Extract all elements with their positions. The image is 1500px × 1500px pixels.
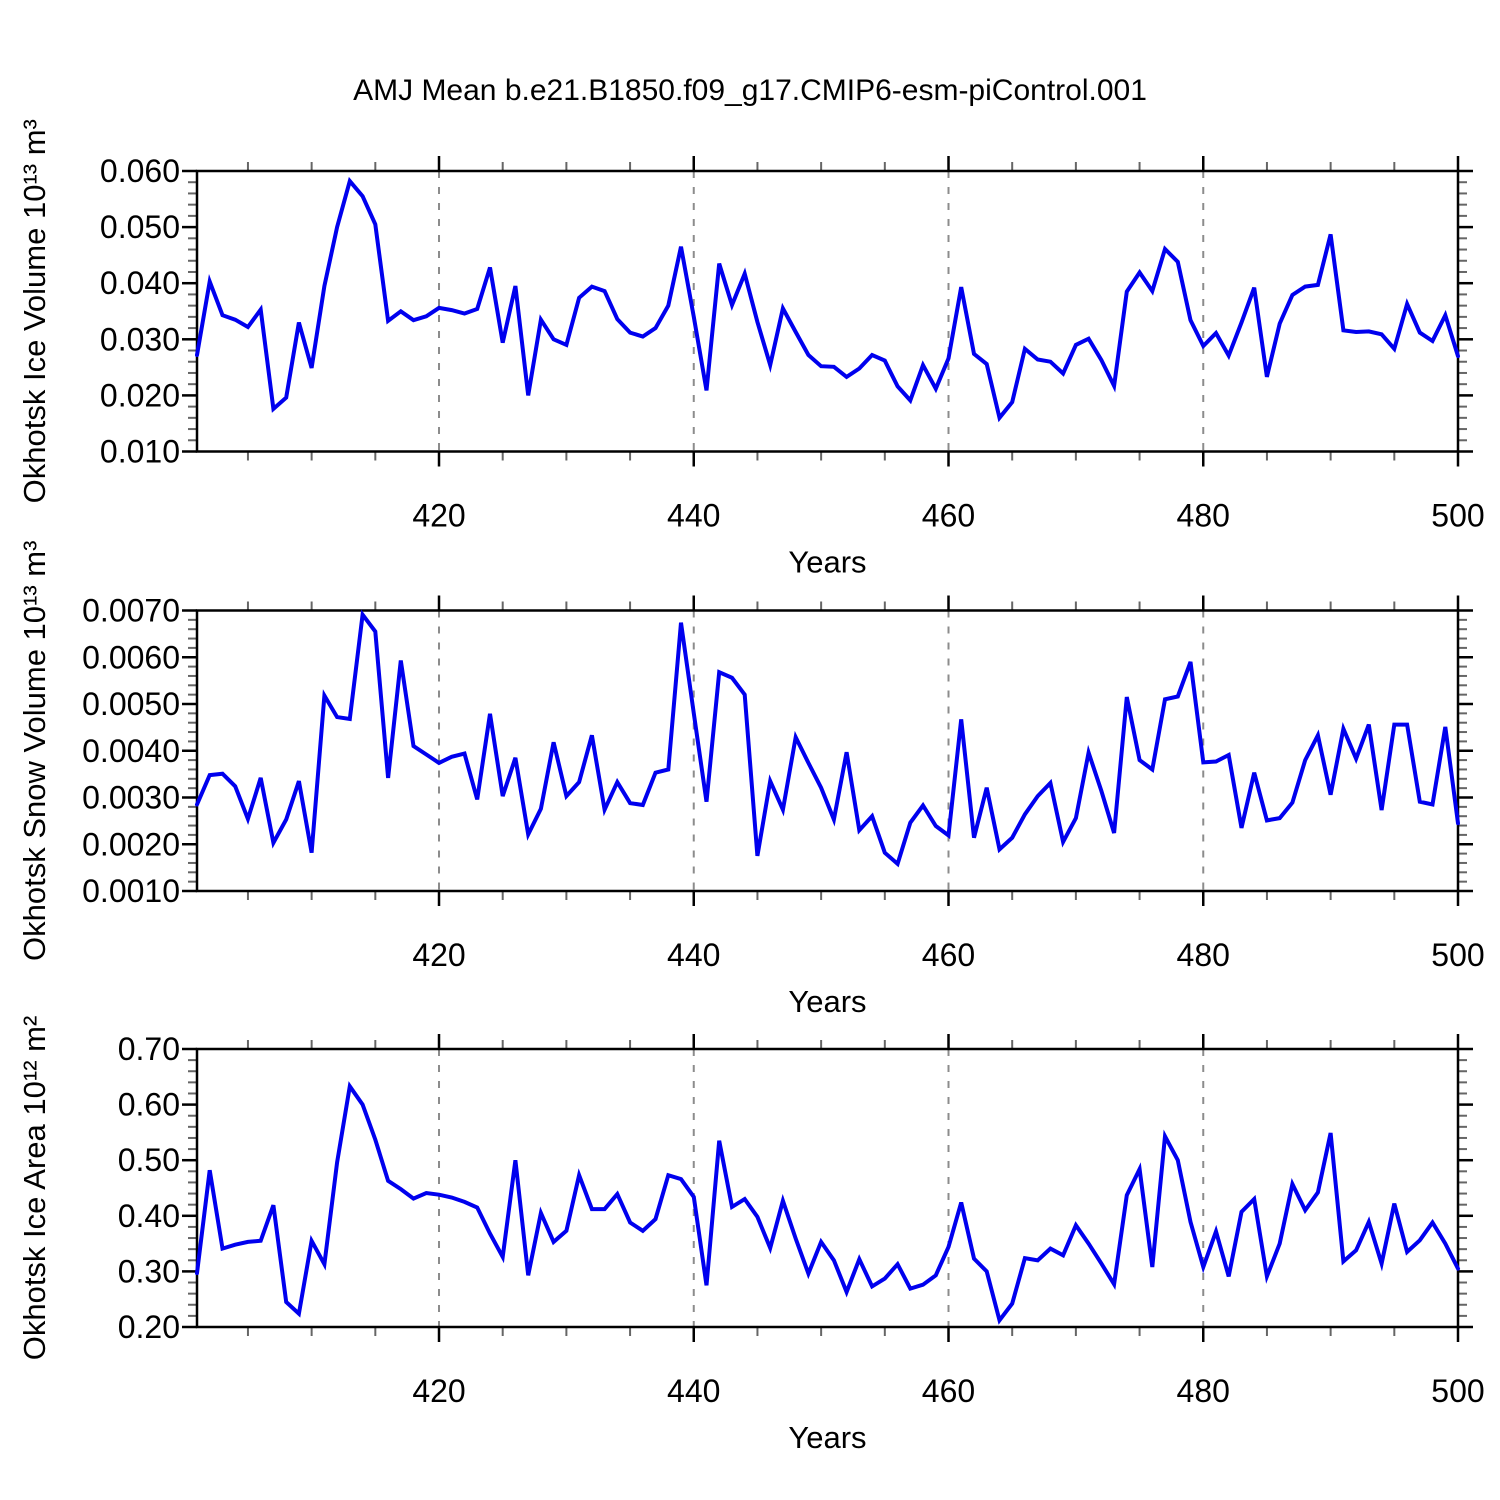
y-tick-label-0.40: 0.40: [118, 1198, 180, 1234]
y-tick-label-0.60: 0.60: [118, 1087, 180, 1123]
x-tick-label-480: 480: [1177, 1373, 1230, 1409]
y-tick-label-0.30: 0.30: [118, 1253, 180, 1289]
x-axis-label: Years: [788, 984, 866, 1019]
x-axis-label: Years: [788, 545, 866, 580]
y-tick-label-0.70: 0.70: [118, 1031, 180, 1067]
y-tick-label-0.050: 0.050: [100, 209, 180, 245]
x-tick-label-440: 440: [667, 498, 720, 534]
chart-okhotsk-ice-area: 420 440 460 480 500 Years 0.20 0.30 0.40 0.50 0.60…: [17, 1016, 1485, 1455]
plot-frame: [195, 609, 1460, 893]
x-tick-label-460: 460: [922, 937, 975, 973]
x-tick-label-500: 500: [1431, 1373, 1484, 1409]
y-tick-label-0.0070: 0.0070: [82, 593, 180, 629]
y-tick-label-0.0040: 0.0040: [82, 733, 180, 769]
x-axis-label: Years: [788, 1420, 866, 1455]
x-tick-label-480: 480: [1177, 498, 1230, 534]
y-axis-label: Okhotsk Snow Volume 10¹³ m³: [17, 541, 52, 961]
y-tick-label-0.0050: 0.0050: [82, 686, 180, 722]
y-tick-label-0.010: 0.010: [100, 434, 180, 470]
x-tick-label-420: 420: [412, 937, 465, 973]
data-line-okhotsk-ice-area: [195, 1081, 1460, 1325]
x-tick-label-500: 500: [1431, 937, 1484, 973]
y-tick-label-0.0060: 0.0060: [82, 639, 180, 675]
plot-frame: [195, 1047, 1460, 1329]
x-tick-label-460: 460: [922, 498, 975, 534]
plot-frame: [195, 169, 1460, 453]
y-tick-label-0.030: 0.030: [100, 321, 180, 357]
y-tick-label-0.020: 0.020: [100, 377, 180, 413]
x-tick-label-440: 440: [667, 937, 720, 973]
chart-okhotsk-ice-volume: 420 440 460 480 500 Years 0.010 0.020 0.030 0.040…: [17, 119, 1485, 579]
y-tick-label-0.060: 0.060: [100, 153, 180, 189]
y-axis-label: Okhotsk Ice Volume 10¹³ m³: [17, 119, 52, 503]
y-tick-label-0.0010: 0.0010: [82, 873, 180, 909]
y-tick-label-0.0030: 0.0030: [82, 780, 180, 816]
y-axis-label: Okhotsk Ice Area 10¹² m²: [17, 1016, 52, 1361]
x-tick-label-460: 460: [922, 1373, 975, 1409]
x-tick-label-440: 440: [667, 1373, 720, 1409]
x-tick-label-480: 480: [1177, 937, 1230, 973]
data-line-okhotsk-snow-volume: [195, 609, 1460, 868]
y-tick-label-0.0020: 0.0020: [82, 826, 180, 862]
y-tick-label-0.040: 0.040: [100, 265, 180, 301]
chart-okhotsk-snow-volume: 420 440 460 480 500 Years 0.0010 0.0020 0.0030 0.…: [17, 541, 1485, 1019]
data-line-okhotsk-ice-volume: [195, 176, 1460, 423]
x-tick-label-420: 420: [412, 1373, 465, 1409]
y-tick-label-0.50: 0.50: [118, 1142, 180, 1178]
x-tick-label-420: 420: [412, 498, 465, 534]
figure-title: AMJ Mean b.e21.B1850.f09_g17.CMIP6-esm-p…: [353, 74, 1147, 107]
x-tick-label-500: 500: [1431, 498, 1484, 534]
y-tick-label-0.20: 0.20: [118, 1309, 180, 1345]
